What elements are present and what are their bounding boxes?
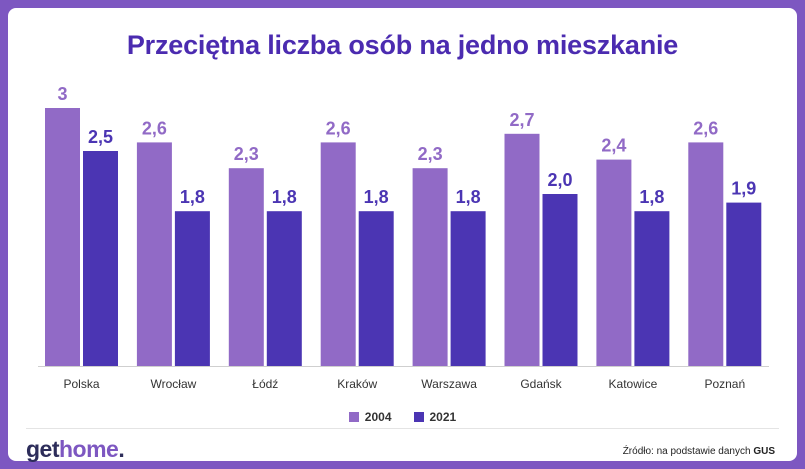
x-tick-label-0: Polska bbox=[63, 377, 99, 391]
data-label-2021-6: 1,8 bbox=[639, 187, 664, 207]
legend-label-2004: 2004 bbox=[364, 410, 392, 424]
data-label-2004-2: 2,3 bbox=[234, 144, 259, 164]
source-prefix: Źródło: na podstawie danych bbox=[622, 446, 751, 457]
bar-2021-3 bbox=[358, 211, 394, 366]
data-label-2021-5: 2,0 bbox=[547, 170, 572, 190]
bar-2004-5 bbox=[504, 133, 540, 366]
source-note: Źródło: na podstawie danych GUS bbox=[623, 446, 775, 457]
legend-swatch-2004 bbox=[348, 412, 359, 422]
data-label-2004-1: 2,6 bbox=[142, 118, 167, 138]
logo-dot: . bbox=[118, 436, 125, 462]
x-tick-label-5: Gdańsk bbox=[520, 377, 562, 391]
data-label-2004-7: 2,6 bbox=[693, 118, 718, 138]
data-label-2004-6: 2,4 bbox=[601, 136, 626, 156]
bar-2021-2 bbox=[266, 211, 302, 366]
logo-accent: home bbox=[59, 436, 119, 462]
gethome-logo: gethome. bbox=[26, 436, 125, 463]
legend-swatch-2021 bbox=[413, 412, 424, 422]
x-tick-label-2: Łódź bbox=[252, 377, 278, 391]
data-label-2004-5: 2,7 bbox=[509, 110, 534, 130]
x-tick-label-4: Warszawa bbox=[421, 377, 477, 391]
legend-item-2021: 2021 bbox=[413, 410, 457, 424]
bar-2004-3 bbox=[320, 142, 356, 366]
source-name: GUS bbox=[753, 446, 775, 457]
bar-2021-0 bbox=[83, 151, 118, 366]
data-label-2021-1: 1,8 bbox=[180, 187, 205, 207]
data-label-2021-0: 2,5 bbox=[88, 127, 113, 147]
bar-2021-1 bbox=[174, 211, 210, 366]
bar-2004-2 bbox=[228, 168, 264, 366]
bar-2004-4 bbox=[412, 168, 448, 366]
data-label-2004-3: 2,6 bbox=[326, 118, 351, 138]
x-tick-label-6: Katowice bbox=[609, 377, 658, 391]
bar-2004-0 bbox=[45, 108, 80, 366]
data-label-2004-0: 3 bbox=[57, 84, 67, 104]
data-label-2021-3: 1,8 bbox=[364, 187, 389, 207]
chart-card: Przeciętna liczba osób na jedno mieszkan… bbox=[8, 8, 797, 463]
bar-2004-7 bbox=[688, 142, 724, 366]
legend-label-2021: 2021 bbox=[429, 410, 457, 424]
x-tick-label-7: Poznań bbox=[704, 377, 745, 391]
data-label-2021-7: 1,9 bbox=[731, 179, 756, 199]
data-label-2021-4: 1,8 bbox=[456, 187, 481, 207]
bar-2021-6 bbox=[634, 211, 670, 366]
bar-chart: 3 2,5 Polska 2,6 1,8 Wrocław 2,3 1,8 Łódź 2,6 1,8 K… bbox=[38, 84, 769, 391]
bar-2004-1 bbox=[136, 142, 172, 366]
legend: 2004 2021 bbox=[8, 410, 797, 424]
bar-2004-6 bbox=[596, 159, 632, 366]
legend-item-2004: 2004 bbox=[348, 410, 392, 424]
x-tick-label-1: Wrocław bbox=[151, 377, 197, 391]
bar-2021-7 bbox=[726, 202, 762, 366]
bar-2021-5 bbox=[542, 194, 578, 366]
data-label-2021-2: 1,8 bbox=[272, 187, 297, 207]
data-label-2004-4: 2,3 bbox=[418, 144, 443, 164]
x-tick-label-3: Kraków bbox=[337, 377, 377, 391]
footer-divider bbox=[26, 428, 779, 429]
bar-2021-4 bbox=[450, 211, 486, 366]
logo-main: get bbox=[26, 436, 60, 462]
chart-title: Przeciętna liczba osób na jedno mieszkan… bbox=[126, 30, 679, 60]
